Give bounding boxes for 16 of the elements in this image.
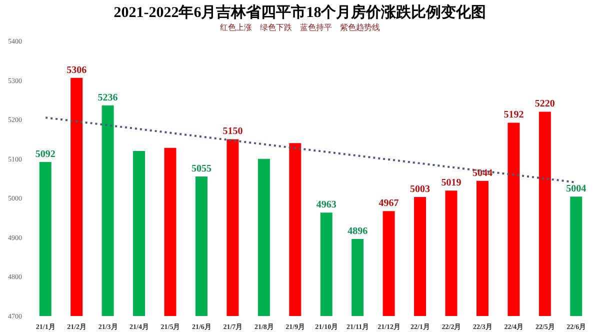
data-label: 4896 bbox=[348, 226, 368, 237]
data-label: 5306 bbox=[66, 64, 87, 76]
data-label: 5004 bbox=[566, 184, 586, 195]
chart-subtitle: 红色上涨 绿色下跌 蓝色持平 紫色趋势线 bbox=[219, 22, 381, 33]
data-label: 5220 bbox=[534, 98, 555, 110]
data-label: 5192 bbox=[504, 110, 524, 121]
data-label: 5003 bbox=[410, 184, 430, 195]
chart-title: 2021-2022年6月吉林省四平市18个月房价涨跌比例变化图 bbox=[112, 4, 488, 22]
data-label: 5150 bbox=[222, 126, 243, 138]
data-label: 5019 bbox=[441, 178, 462, 189]
data-label: 5092 bbox=[35, 149, 56, 160]
data-label: 4967 bbox=[378, 198, 399, 210]
data-label: 5044 bbox=[472, 168, 492, 179]
data-label: 4963 bbox=[316, 200, 336, 211]
data-label: 5055 bbox=[191, 164, 212, 175]
data-label: 5236 bbox=[98, 92, 118, 104]
